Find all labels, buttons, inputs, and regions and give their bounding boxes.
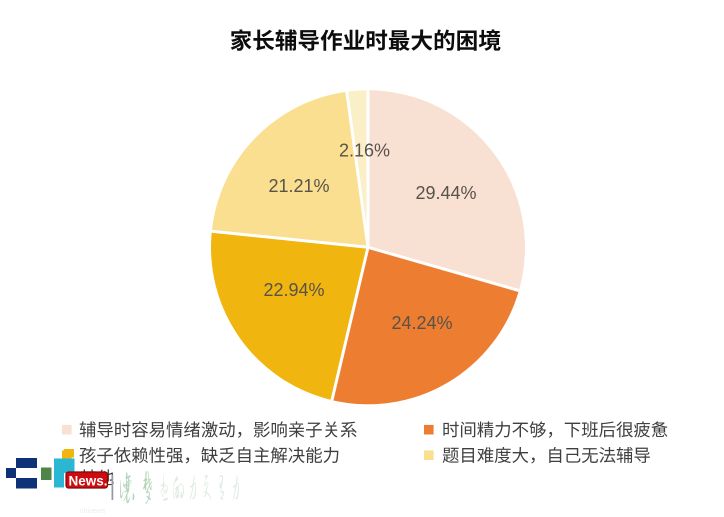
svg-text:21.21%: 21.21% [268, 176, 329, 196]
svg-text:29.44%: 29.44% [415, 183, 476, 203]
svg-text:chinews: chinews [80, 508, 106, 515]
svg-text:2.16%: 2.16% [339, 141, 390, 161]
svg-text:24.24%: 24.24% [391, 313, 452, 333]
svg-text:News.: News. [69, 474, 108, 489]
svg-text:22.94%: 22.94% [263, 280, 324, 300]
